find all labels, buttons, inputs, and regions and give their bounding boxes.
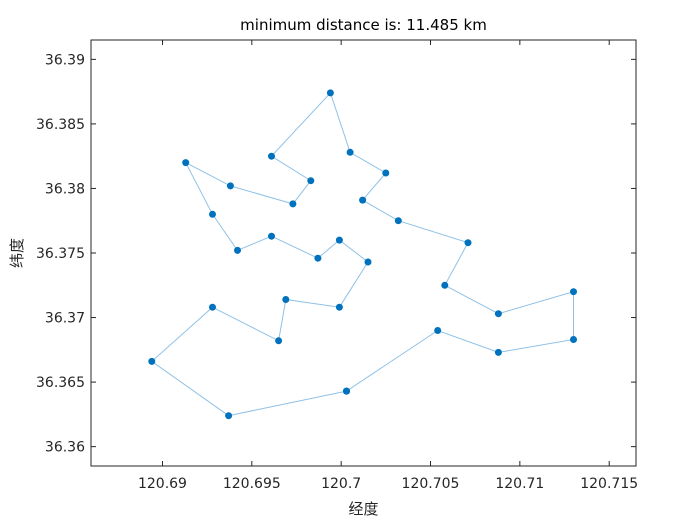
city-point <box>335 303 343 311</box>
y-tick-label: 36.38 <box>45 181 85 197</box>
x-tick-label: 120.705 <box>402 476 460 492</box>
city-point <box>464 239 472 247</box>
city-point <box>441 281 449 289</box>
city-point <box>326 89 334 97</box>
y-tick-label: 36.39 <box>45 52 85 68</box>
city-point <box>209 303 216 311</box>
chart-title: minimum distance is: 11.485 km <box>240 16 487 34</box>
y-tick-label: 36.375 <box>36 246 85 262</box>
city-point <box>494 310 502 318</box>
y-tick-label: 36.36 <box>45 440 85 456</box>
y-axis-label: 纬度 <box>8 238 26 268</box>
city-point <box>289 200 297 208</box>
city-point <box>570 336 577 343</box>
y-ticks: 36.36 36.365 36.37 36.375 36.38 36.385 36.39 <box>36 52 636 456</box>
city-point <box>394 217 402 225</box>
city-point <box>268 232 275 240</box>
x-tick-label: 120.715 <box>580 476 638 492</box>
y-tick-label: 36.365 <box>36 375 85 391</box>
city-point <box>364 258 372 266</box>
city-point <box>268 152 275 160</box>
city-point <box>346 148 354 156</box>
y-tick-label: 36.385 <box>36 117 85 133</box>
city-point <box>335 236 343 244</box>
city-point <box>494 348 502 356</box>
city-point <box>275 337 283 345</box>
city-point <box>343 387 350 395</box>
city-point <box>434 327 442 334</box>
x-tick-label: 120.69 <box>138 476 187 492</box>
city-point <box>282 296 290 303</box>
plot-area <box>90 39 637 467</box>
city-point <box>359 196 367 204</box>
city-point <box>225 412 233 420</box>
city-point <box>382 169 390 177</box>
city-point <box>234 246 241 254</box>
x-tick-label: 120.71 <box>495 476 544 492</box>
series-layer <box>148 89 577 420</box>
x-tick-label: 120.7 <box>321 476 361 492</box>
city-point <box>226 182 234 190</box>
y-tick-label: 36.37 <box>45 311 85 327</box>
city-point <box>148 357 156 365</box>
city-point <box>209 210 216 218</box>
city-point <box>307 177 315 185</box>
city-point <box>314 254 322 262</box>
city-point <box>182 159 190 167</box>
x-axis-label: 经度 <box>348 500 378 518</box>
city-point <box>570 288 577 296</box>
x-tick-label: 120.695 <box>223 476 281 492</box>
x-ticks: 120.69 120.695 120.7 120.705 120.71 120.715 <box>138 40 638 492</box>
